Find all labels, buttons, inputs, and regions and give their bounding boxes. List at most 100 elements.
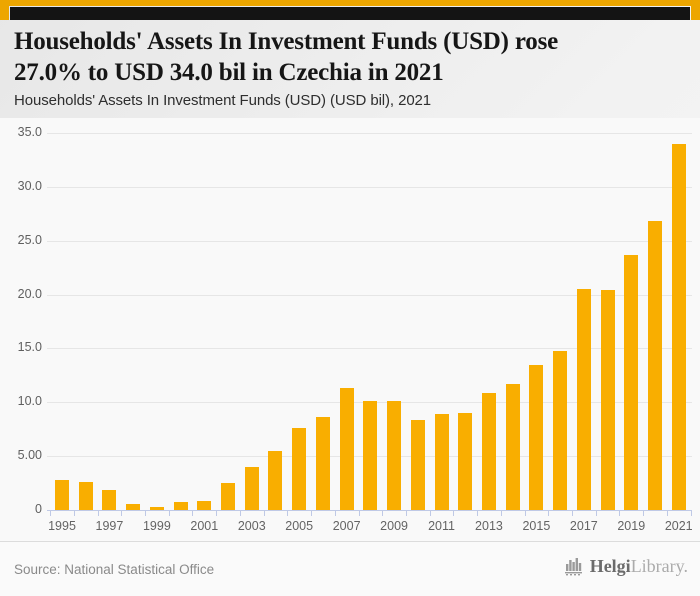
logo-brand-light: Library. <box>630 555 688 576</box>
bar-1995 <box>55 480 69 510</box>
y-axis-tick-label: 30.0 <box>17 178 42 193</box>
bar-2014 <box>505 384 520 510</box>
x-axis-tick <box>666 511 668 516</box>
y-gridline <box>47 348 692 350</box>
x-axis-tick <box>358 511 360 516</box>
bar-2000 <box>173 502 188 510</box>
bar-2011 <box>434 414 449 510</box>
x-axis-tick <box>50 511 52 516</box>
x-axis-tick-label: 1999 <box>142 519 171 533</box>
x-axis-tick <box>690 511 692 516</box>
y-axis-tick-label: 20.0 <box>17 286 42 301</box>
bar-2001 <box>197 501 212 510</box>
logo-wordmark: HelgiLibrary. <box>590 556 688 577</box>
x-axis-tick <box>121 511 123 516</box>
x-axis-tick-label: 2017 <box>569 519 598 533</box>
x-axis-tick <box>145 511 147 516</box>
x-axis-tick <box>382 511 384 516</box>
x-axis-tick-label: 2001 <box>190 519 219 533</box>
x-axis-tick-label: 2021 <box>664 519 693 533</box>
x-axis-tick <box>619 511 621 516</box>
y-gridline <box>47 186 692 188</box>
helgi-library-logo: HelgiLibrary. <box>564 555 688 577</box>
y-axis-tick-label: 10.0 <box>17 394 42 409</box>
y-axis-tick-label: 0 <box>35 502 42 516</box>
x-axis-tick <box>168 511 170 516</box>
x-axis-tick-label: 2007 <box>332 519 361 533</box>
x-axis-tick <box>216 511 218 516</box>
bar-1999 <box>149 507 164 510</box>
bar-2005 <box>292 428 307 510</box>
x-axis-tick-label: 2009 <box>380 519 408 533</box>
page-title: Households' Assets In Investment Funds (… <box>14 26 690 88</box>
x-axis-tick <box>405 511 407 516</box>
y-gridline <box>47 240 692 242</box>
x-axis-tick <box>287 511 289 516</box>
bar-chart: 0 5.00 10.0 15.0 20.0 25.0 30.0 35.0 1995 1997 199… <box>0 118 700 541</box>
x-axis-tick <box>239 511 241 516</box>
y-gridline <box>47 294 692 296</box>
bar-2009 <box>387 401 402 510</box>
bar-2012 <box>458 413 473 510</box>
x-axis-tick <box>192 511 194 516</box>
bar-2019 <box>624 255 639 510</box>
y-gridline <box>47 133 692 135</box>
y-axis-tick-label: 25.0 <box>17 232 42 247</box>
logo-brand-bold: Helgi <box>589 555 631 576</box>
x-axis-tick-label: 2005 <box>285 519 314 533</box>
x-axis-tick <box>500 511 502 516</box>
x-axis-tick <box>453 511 455 516</box>
bar-chart-logo-icon <box>564 555 586 577</box>
x-axis-tick <box>524 511 526 516</box>
x-axis-tick <box>548 511 550 516</box>
bar-2007 <box>339 388 354 510</box>
bar-2004 <box>268 451 283 510</box>
bar-2020 <box>648 221 662 510</box>
bar-2002 <box>221 483 236 510</box>
x-axis-tick <box>311 511 313 516</box>
brand-corner-right <box>691 0 700 20</box>
x-axis-tick <box>643 511 645 516</box>
x-axis-tick <box>97 511 99 516</box>
x-axis-tick-label: 2011 <box>428 519 455 533</box>
bar-2006 <box>315 417 330 510</box>
brand-corner-left <box>0 0 9 20</box>
bar-2013 <box>481 393 496 510</box>
x-axis-tick-label: 2003 <box>237 519 266 533</box>
bar-2015 <box>529 365 544 510</box>
x-axis-line <box>47 510 692 511</box>
bar-1997 <box>102 490 117 510</box>
x-axis-tick <box>334 511 336 516</box>
bar-2021 <box>671 144 686 510</box>
footer: Source: National Statistical Office <box>0 541 700 596</box>
x-axis-tick-label: 1997 <box>95 519 124 533</box>
x-axis-tick <box>429 511 431 516</box>
title-line-2: 27.0% to USD 34.0 bil in Czechia in 2021 <box>14 59 444 86</box>
x-axis-tick <box>571 511 573 516</box>
bar-1996 <box>78 482 93 510</box>
x-axis-tick <box>263 511 265 516</box>
chart-subtitle: Households' Assets In Investment Funds (… <box>14 92 432 109</box>
brand-black-bar <box>10 7 690 20</box>
bar-1998 <box>126 504 141 510</box>
bar-2008 <box>363 401 378 510</box>
y-axis-tick-label: 5.00 <box>17 448 42 463</box>
x-axis-tick-label: 2013 <box>475 519 503 533</box>
bar-2003 <box>244 467 259 510</box>
x-axis-tick-label: 1995 <box>48 519 76 533</box>
title-line-1: Households' Assets In Investment Funds (… <box>14 28 558 55</box>
bar-2016 <box>553 351 568 510</box>
bar-2018 <box>600 290 615 510</box>
bar-2017 <box>576 289 591 510</box>
y-axis-tick-label: 35.0 <box>17 125 42 140</box>
x-axis-tick <box>595 511 597 516</box>
x-axis-tick <box>73 511 75 516</box>
y-axis-tick-label: 15.0 <box>17 340 42 355</box>
x-axis-tick <box>477 511 479 516</box>
brand-top-strip <box>0 0 700 6</box>
x-axis-tick-label: 2015 <box>522 519 551 533</box>
source-note: Source: National Statistical Office <box>14 562 215 577</box>
bar-2010 <box>410 420 425 510</box>
x-axis-tick-label: 2019 <box>617 519 646 533</box>
